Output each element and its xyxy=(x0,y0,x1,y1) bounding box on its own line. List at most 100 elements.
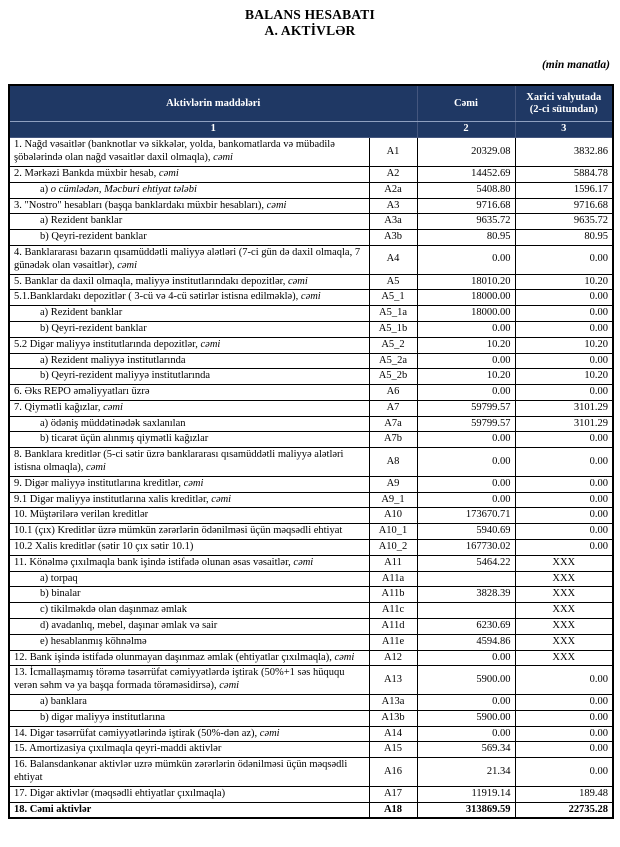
table-row: 9. Digər maliyyə institutlarına kreditlə… xyxy=(8,475,614,493)
row-label-cell: 13. İcmallaşmamış törəmə təsərrüfat cəmi… xyxy=(8,665,370,696)
row-code-cell: A3 xyxy=(368,197,418,215)
row-label-cell: 16. Balansdankənar aktivlər uzrə mümkün … xyxy=(8,757,370,787)
table-row: 9.1 Digər maliyyə institutlarına xalis k… xyxy=(8,491,614,509)
row-label-cell: c) tikilməkdə olan daşınmaz əmlak xyxy=(8,602,370,620)
row-code-cell: A11c xyxy=(368,602,418,620)
row-label-cell: b) digər maliyyə institutlarına xyxy=(8,709,370,727)
table-row: 6. Əks REPO əməliyyatları üzrə A6 0.00 0.00 xyxy=(8,384,614,401)
row-foreign-cell: XXX xyxy=(514,570,614,588)
row-foreign-cell: XXX xyxy=(514,618,614,635)
table-header-row: Aktivlərin maddələri Cəmi Xarici valyuta… xyxy=(8,84,614,123)
row-code-cell: A13 xyxy=(368,665,418,696)
row-label-cell: a) o cümlədən, Məcburi ehtiyat tələbi xyxy=(8,181,370,199)
table-row: 3. "Nostro" hesabları (başqa banklardakı… xyxy=(8,197,614,215)
row-foreign-cell: 0.00 xyxy=(514,741,614,759)
row-code-cell: A5_2b xyxy=(368,368,418,386)
row-total-cell: 0.00 xyxy=(416,244,516,275)
row-label-cell: 4. Banklararası bazarın qısamüddətli mal… xyxy=(8,244,370,275)
header-num-total: 2 xyxy=(416,121,516,139)
table-row: b) ticarət üçün alınmış qiymətli kağızla… xyxy=(8,431,614,449)
table-row: e) hesablanmış köhnəlmə A11e 4594.86 XXX xyxy=(8,633,614,651)
table-row: 12. Bank işində istifadə olunmayan daşın… xyxy=(8,649,614,667)
row-label-cell: a) banklara xyxy=(8,694,370,711)
table-row: d) avadanlıq, mebel, daşınar əmlak və sa… xyxy=(8,618,614,635)
row-label-cell: 10.2 Xalis kreditlər (sətir 10 çıx sətir… xyxy=(8,539,370,556)
row-total-cell: 59799.57 xyxy=(416,399,516,417)
table-row: 13. İcmallaşmamış törəmə təsərrüfat cəmi… xyxy=(8,665,614,696)
row-total-cell: 167730.02 xyxy=(416,539,516,556)
row-foreign-cell: 10.20 xyxy=(514,273,614,291)
row-label-cell: 6. Əks REPO əməliyyatları üzrə xyxy=(8,384,370,401)
row-total-cell: 9635.72 xyxy=(416,213,516,231)
row-code-cell: A7b xyxy=(368,431,418,449)
row-code-cell: A4 xyxy=(368,244,418,275)
row-total-cell xyxy=(416,570,516,588)
table-row: b) Qeyri-rezident banklar A5_1b 0.00 0.00 xyxy=(8,320,614,338)
row-foreign-cell: 0.00 xyxy=(514,709,614,727)
row-foreign-cell: 3832.86 xyxy=(514,137,614,167)
row-label-cell: 1. Nağd vəsaitlər (banknotlar və sikkələ… xyxy=(8,137,370,167)
row-total-cell: 18010.20 xyxy=(416,273,516,291)
row-foreign-cell: 0.00 xyxy=(514,539,614,556)
header-num-items: 1 xyxy=(8,121,418,139)
row-total-cell: 3828.39 xyxy=(416,586,516,604)
header-num-foreign: 3 xyxy=(514,121,614,139)
row-code-cell: A11a xyxy=(368,570,418,588)
row-label-cell: b) Qeyri-rezident maliyyə institutlarınd… xyxy=(8,368,370,386)
row-code-cell: A10 xyxy=(368,507,418,525)
row-foreign-cell: 0.00 xyxy=(514,244,614,275)
row-total-cell: 0.00 xyxy=(416,725,516,743)
row-code-cell: A9 xyxy=(368,475,418,493)
table-row: 4. Banklararası bazarın qısamüddətli mal… xyxy=(8,244,614,275)
row-total-cell: 0.00 xyxy=(416,475,516,493)
row-foreign-cell: 0.00 xyxy=(514,289,614,307)
row-label-cell: b) binalar xyxy=(8,586,370,604)
table-row: 5.2 Digər maliyyə institutlarında depozi… xyxy=(8,336,614,354)
row-label-cell: 11. Könəlmə çıxılmaqla bank işində istif… xyxy=(8,554,370,572)
row-code-cell: A5_2 xyxy=(368,336,418,354)
page-title: BALANS HESABATI A. AKTİVLƏR xyxy=(0,7,620,39)
row-code-cell: A8 xyxy=(368,447,418,477)
row-foreign-cell: 10.20 xyxy=(514,368,614,386)
row-label-cell: 9. Digər maliyyə institutlarına kreditlə… xyxy=(8,475,370,493)
table-row: a) banklara A13a 0.00 0.00 xyxy=(8,694,614,711)
row-total-cell: 5408.80 xyxy=(416,181,516,199)
header-total-cell: Cəmi xyxy=(416,84,516,123)
row-code-cell: A16 xyxy=(368,757,418,787)
row-total-cell: 80.95 xyxy=(416,229,516,246)
row-total-cell: 0.00 xyxy=(416,447,516,477)
table-row: 18. Cəmi aktivlər A18 313869.59 22735.28 xyxy=(8,801,614,819)
row-label-cell: a) ödəniş müddətinədək saxlanılan xyxy=(8,415,370,433)
row-total-cell: 5464.22 xyxy=(416,554,516,572)
row-total-cell: 14452.69 xyxy=(416,165,516,183)
report-title-line2: A. AKTİVLƏR xyxy=(264,22,356,38)
row-label-cell: 5. Banklar da daxil olmaqla, maliyyə ins… xyxy=(8,273,370,291)
row-code-cell: A5 xyxy=(368,273,418,291)
row-code-cell: A11 xyxy=(368,554,418,572)
row-foreign-cell: 22735.28 xyxy=(514,801,614,819)
row-total-cell: 4594.86 xyxy=(416,633,516,651)
row-total-cell: 0.00 xyxy=(416,649,516,667)
row-foreign-cell: 0.00 xyxy=(514,507,614,525)
row-foreign-cell: 80.95 xyxy=(514,229,614,246)
balance-table: Aktivlərin maddələri Cəmi Xarici valyuta… xyxy=(8,83,615,820)
row-label-cell: 3. "Nostro" hesabları (başqa banklardakı… xyxy=(8,197,370,215)
row-foreign-cell: 0.00 xyxy=(514,523,614,541)
row-label-cell: a) torpaq xyxy=(8,570,370,588)
row-total-cell: 10.20 xyxy=(416,336,516,354)
row-foreign-cell: 10.20 xyxy=(514,336,614,354)
table-row: 10. Müştərilərə verilən kreditlər A10 1736… xyxy=(8,507,614,525)
row-label-cell: b) Qeyri-rezident banklar xyxy=(8,229,370,246)
row-label-cell: 2. Mərkəzi Bankda müxbir hesab, cəmi xyxy=(8,165,370,183)
report-title-line1: BALANS HESABATI xyxy=(245,7,375,22)
row-total-cell: 9716.68 xyxy=(416,197,516,215)
row-total-cell: 5940.69 xyxy=(416,523,516,541)
row-foreign-cell: 3101.29 xyxy=(514,399,614,417)
row-total-cell: 20329.08 xyxy=(416,137,516,167)
row-code-cell: A2a xyxy=(368,181,418,199)
row-code-cell: A9_1 xyxy=(368,491,418,509)
row-foreign-cell: 0.00 xyxy=(514,431,614,449)
row-label-cell: 17. Digər aktivlər (məqsədli ehtiyatlar … xyxy=(8,785,370,803)
row-code-cell: A11d xyxy=(368,618,418,635)
table-row: b) binalar A11b 3828.39 XXX xyxy=(8,586,614,604)
